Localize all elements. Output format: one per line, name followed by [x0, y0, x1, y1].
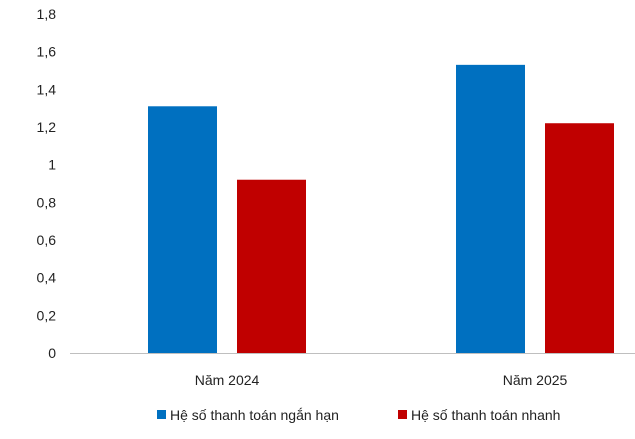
bar [148, 106, 217, 354]
legend-swatch [398, 410, 407, 419]
bar [237, 179, 306, 353]
bar [545, 123, 614, 353]
y-tick-label: 1,6 [37, 44, 57, 60]
y-tick-label: 0,8 [37, 194, 57, 210]
y-tick-label: 1,2 [37, 119, 57, 135]
y-tick-label: 1,4 [37, 81, 57, 97]
legend-label: Hệ số thanh toán nhanh [411, 407, 560, 423]
legend-swatch [157, 410, 166, 419]
y-tick-label: 0,2 [37, 307, 57, 323]
bar [456, 64, 525, 353]
y-tick-label: 0,4 [37, 270, 57, 286]
y-tick-label: 1 [48, 157, 56, 173]
y-tick-label: 0 [48, 345, 56, 361]
x-tick-label: Năm 2024 [195, 372, 260, 388]
y-tick-label: 0,6 [37, 232, 57, 248]
y-tick-label: 1,8 [37, 6, 57, 22]
x-tick-label: Năm 2025 [503, 372, 568, 388]
legend-label: Hệ số thanh toán ngắn hạn [170, 407, 339, 423]
